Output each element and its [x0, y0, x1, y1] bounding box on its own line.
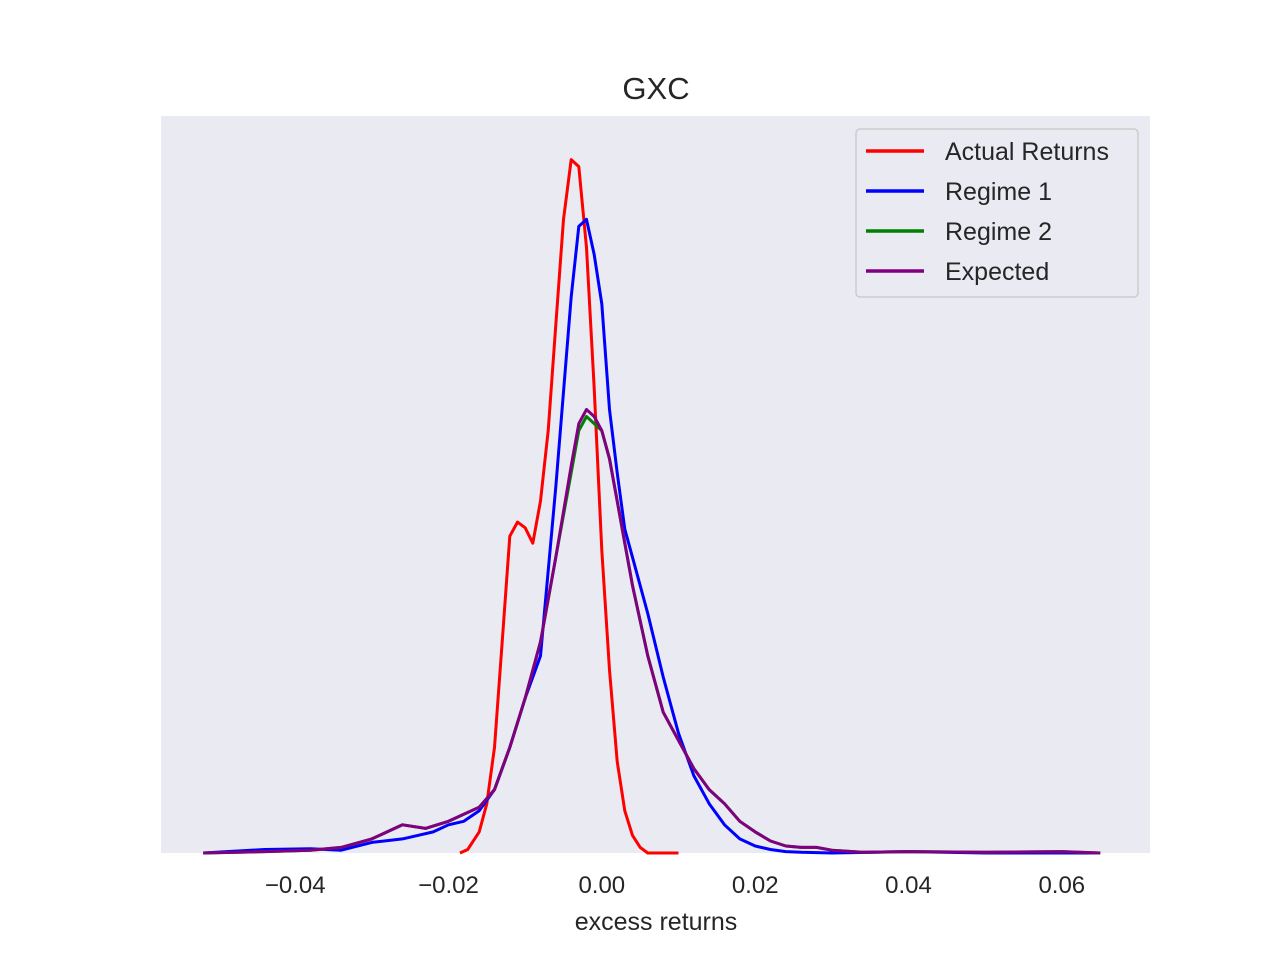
chart-title: GXC — [622, 71, 689, 106]
legend-label: Expected — [945, 258, 1049, 286]
legend: Actual Returns Regime 1 Regime 2 Expected — [855, 128, 1139, 298]
series-line-2 — [203, 217, 1101, 855]
x-tick-label: 0.00 — [578, 872, 625, 899]
legend-box — [855, 128, 1139, 298]
series-lines — [203, 158, 1101, 855]
x-tick-label: −0.04 — [265, 872, 326, 899]
x-tick-label: −0.02 — [418, 872, 479, 899]
legend-label: Regime 2 — [945, 218, 1052, 246]
x-axis-ticks: −0.04 −0.02 0.00 0.02 0.04 0.06 — [265, 872, 1085, 899]
legend-label: Regime 1 — [945, 178, 1052, 206]
x-tick-label: 0.02 — [732, 872, 779, 899]
legend-items: Actual Returns Regime 1 Regime 2 Expected — [866, 138, 1109, 286]
series-line-4 — [203, 408, 1101, 855]
x-tick-label: 0.04 — [885, 872, 932, 899]
x-tick-label: 0.06 — [1038, 872, 1085, 899]
legend-label: Actual Returns — [945, 138, 1109, 166]
x-axis-label: excess returns — [575, 908, 738, 936]
series-line-1 — [459, 158, 679, 855]
